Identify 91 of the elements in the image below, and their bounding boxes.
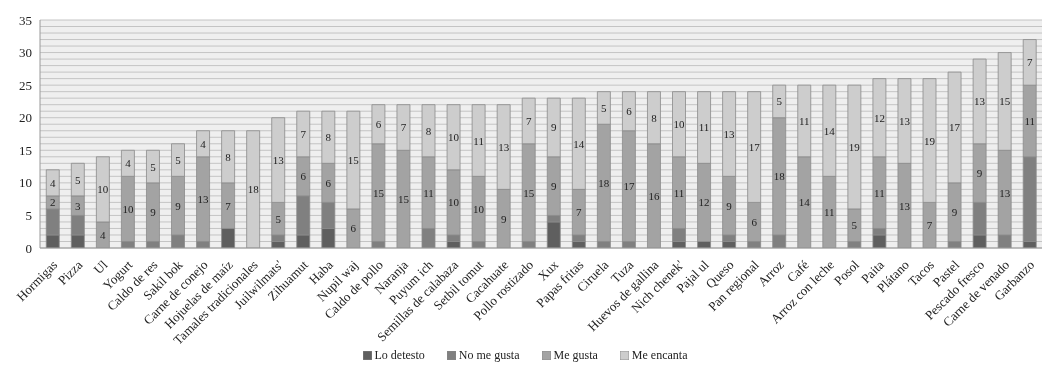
data-label: 15: [372, 186, 385, 199]
data-label: 5: [776, 95, 783, 108]
data-label: 5: [601, 101, 608, 114]
data-label: 8: [651, 111, 658, 124]
data-label: 18: [247, 183, 260, 196]
data-label: 9: [500, 212, 507, 225]
legend-label: Me gusta: [553, 348, 598, 363]
data-label: 19: [848, 141, 861, 154]
data-label: 5: [851, 219, 858, 232]
data-label: 2: [50, 196, 56, 209]
data-label: 7: [926, 219, 933, 232]
data-label: 13: [272, 154, 285, 167]
data-label: 4: [200, 137, 207, 150]
data-label: 17: [949, 121, 961, 134]
data-label: 5: [75, 173, 82, 186]
legend-label: No me gusta: [458, 348, 520, 363]
data-label: 16: [648, 189, 660, 202]
data-label: 6: [350, 222, 357, 235]
data-label: 7: [400, 121, 407, 134]
data-label: 19: [924, 134, 936, 147]
data-label: 8: [325, 131, 332, 144]
y-tick-label: 5: [25, 208, 32, 224]
data-label: 14: [798, 196, 811, 209]
data-label: 10: [448, 196, 460, 209]
data-label: 10: [122, 202, 134, 215]
data-label: 15: [397, 193, 410, 206]
data-label: 13: [974, 95, 986, 108]
data-label: 4: [125, 157, 132, 170]
data-label: 14: [823, 124, 836, 137]
data-label: 17: [623, 180, 635, 193]
data-label: 8: [425, 124, 432, 137]
data-label: 11: [1024, 114, 1036, 127]
data-label: 5: [275, 212, 282, 225]
data-label: 9: [150, 206, 157, 219]
y-tick-label: 25: [19, 77, 32, 93]
data-label: 9: [551, 121, 558, 134]
data-label: 9: [726, 199, 733, 212]
data-label: 9: [951, 206, 958, 219]
data-label: 6: [751, 215, 758, 228]
data-label: 10: [473, 202, 485, 215]
data-label: 13: [898, 114, 911, 127]
data-label: 13: [498, 141, 510, 154]
data-label: 7: [1026, 56, 1033, 69]
data-label: 15: [347, 154, 360, 167]
data-label: 18: [773, 170, 786, 183]
data-label: 4: [100, 228, 107, 241]
data-label: 11: [473, 134, 484, 147]
data-label: 11: [673, 186, 685, 199]
data-label: 11: [698, 121, 710, 134]
y-tick-label: 20: [19, 110, 32, 126]
data-label: 11: [798, 114, 810, 127]
data-label: 6: [300, 170, 307, 183]
y-tick-label: 35: [19, 12, 32, 28]
data-label: 9: [976, 167, 983, 180]
data-label: 11: [423, 186, 434, 199]
y-tick-label: 10: [19, 175, 32, 191]
data-label: 13: [723, 128, 736, 140]
data-label: 7: [576, 206, 583, 219]
data-label: 7: [525, 114, 532, 127]
data-label: 11: [824, 206, 835, 219]
data-label: 13: [197, 193, 210, 206]
data-label: 10: [448, 131, 460, 144]
data-label: 13: [898, 199, 911, 212]
data-label: 5: [175, 154, 182, 167]
data-label: 15: [523, 186, 535, 199]
y-tick-label: 0: [25, 240, 32, 256]
legend-label: Lo detesto: [374, 348, 425, 363]
data-label: 5: [150, 160, 157, 173]
data-label: 9: [175, 199, 182, 212]
data-label: 3: [75, 199, 82, 212]
data-label: 18: [598, 176, 610, 189]
data-label: 13: [999, 186, 1011, 199]
data-label: 6: [325, 176, 332, 189]
data-label: 4: [50, 176, 57, 189]
data-label: 12: [698, 196, 710, 209]
data-label: 10: [673, 118, 686, 131]
data-label: 9: [551, 180, 558, 193]
data-label: 8: [225, 150, 232, 163]
data-label: 7: [300, 128, 307, 140]
data-label: 14: [573, 137, 585, 150]
data-label: 6: [626, 105, 633, 118]
data-label: 12: [873, 111, 885, 124]
y-tick-label: 30: [19, 45, 32, 61]
y-tick-label: 15: [19, 142, 32, 158]
data-label: 17: [748, 141, 761, 154]
data-label: 7: [225, 199, 232, 212]
data-label: 11: [874, 186, 885, 199]
legend-label: Me encanta: [631, 348, 688, 363]
data-label: 10: [97, 183, 109, 196]
data-label: 15: [999, 95, 1011, 108]
data-label: 6: [375, 118, 382, 131]
